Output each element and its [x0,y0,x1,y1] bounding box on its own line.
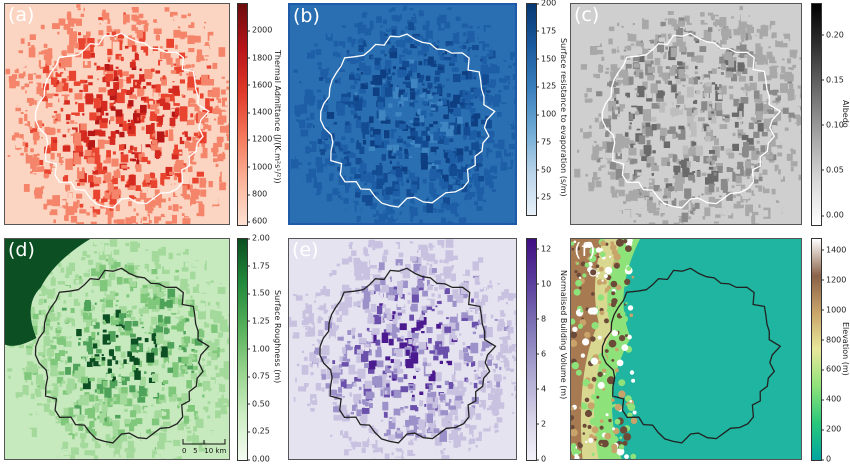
map-building-volume: (e) [288,238,517,460]
colorbar-surface-roughness [237,238,248,461]
colorbar-tick-label: 0.05 [821,165,844,175]
map-raster [290,5,515,223]
colorbar-tick-label: 4 [535,384,547,394]
panel-label: (b) [293,5,320,27]
colorbar-label: Albedo [841,100,850,128]
colorbar-tick-label: 1400 [820,245,847,255]
colorbar-tick-label: 800 [820,335,842,344]
colorbar-tick-label: 1200 [820,275,847,285]
city-boundary [319,267,497,444]
colorbar-tick-label: 125 [535,81,557,91]
scale-bar-graphic [182,439,226,445]
colorbar-tick-label: 1200 [246,134,273,144]
colorbar-tick-label: 0.00 [247,454,270,464]
city-boundary [34,267,210,444]
colorbar-tick-label: 800 [246,189,268,199]
map-raster [5,4,229,224]
colorbar-tick-label: 10 [535,279,552,289]
panel-label: (f) [574,239,596,261]
forest-region [5,239,91,346]
colorbar-thermal-admittance [237,3,248,226]
colorbar-tick-label: 12 [535,244,552,253]
colorbar-tick-label: 0.75 [247,371,270,381]
colorbar-albedo [811,3,822,226]
panel-label: (c) [574,4,600,26]
panel-label: (e) [292,239,319,261]
city-boundary [601,267,782,444]
colorbar-tick-label: 1.25 [247,316,270,326]
scale-bar-label: 0 5 10 km [182,447,227,455]
colorbar-tick-label: 400 [820,394,842,404]
colorbar-tick-label: 50 [535,165,552,175]
colorbar-tick-label: 1800 [246,53,273,63]
colorbar-tick-label: 0.00 [821,210,844,220]
map-elevation: (f) [570,238,802,460]
colorbar-building-volume [526,238,537,461]
city-boundary [34,32,210,209]
colorbar-tick-label: 0.25 [247,426,270,436]
colorbar-tick-label: 2000 [246,25,273,35]
colorbar-tick-label: 600 [820,364,842,374]
colorbar-tick-label: 8 [535,314,547,324]
colorbar-tick-label: 75 [535,137,552,147]
map-thermal-admittance: (a) [4,3,230,225]
colorbar-tick-label: 1.00 [247,344,270,353]
colorbar-tick-label: 0.10 [821,120,844,130]
colorbar-label: Surface resistance to evaporation (s/m) [559,38,568,197]
colorbar-tick-label: 0 [820,454,832,464]
colorbar-elevation [811,238,822,461]
city-boundary [319,33,496,208]
map-surface-roughness: (d) [4,238,230,460]
colorbar-label: Normalised Building Volume (m) [559,270,568,400]
panel-label: (d) [8,239,35,261]
colorbar-label: Surface Roughness (m) [273,290,282,384]
map-albedo: (c) [570,3,802,225]
colorbar-tick-label: 1000 [820,305,847,315]
colorbar-tick-label: 1000 [246,162,273,172]
colorbar-tick-label: 0.20 [821,30,844,40]
colorbar-tick-label: 200 [820,424,842,434]
colorbar-tick-label: 2.00 [247,233,270,243]
colorbar-surface-resistance [526,3,537,216]
colorbar-tick-label: 6 [535,349,547,359]
map-raster [571,239,801,459]
colorbar-tick-label: 2 [535,419,547,429]
map-raster [289,239,516,459]
panel-label: (a) [8,4,35,26]
colorbar-tick-label: 0.50 [247,399,270,409]
map-surface-resistance: (b) [288,3,517,225]
colorbar-tick-label: 0 [535,454,547,464]
map-raster [571,4,801,224]
scale-bar: 0 5 10 km [182,438,226,455]
colorbar-tick-label: 175 [535,26,557,36]
colorbar-label: Elevation (m) [841,322,850,376]
city-boundary [601,32,782,209]
colorbar-tick-label: 600 [246,216,268,226]
colorbar-tick-label: 0.15 [821,75,844,85]
colorbar-tick-label: 150 [535,54,557,63]
colorbar-tick-label: 1.75 [247,261,270,271]
colorbar-tick-label: 100 [535,109,557,119]
colorbar-label: Thermal Admittance (J/(K.m²s¹/²)) [273,50,282,184]
map-raster [5,239,229,459]
colorbar-tick-label: 1400 [246,107,273,117]
colorbar-tick-label: 1600 [246,80,273,90]
colorbar-tick-label: 25 [535,192,552,202]
colorbar-tick-label: 1.50 [247,288,270,298]
colorbar-tick-label: 200 [535,0,557,8]
